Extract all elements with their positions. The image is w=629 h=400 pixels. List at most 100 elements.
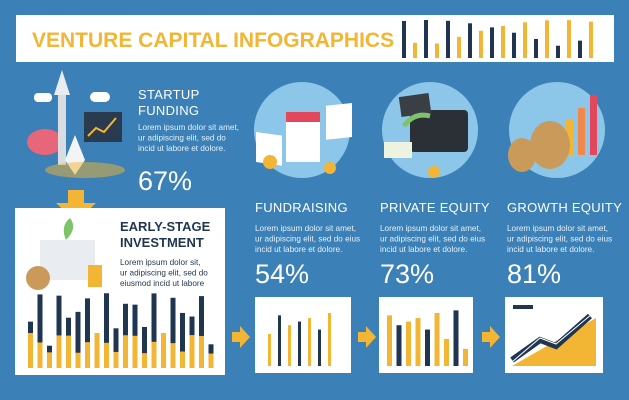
decor-bar: [415, 318, 421, 366]
decor-bar: [298, 321, 301, 366]
decor-bar: [328, 313, 331, 366]
section-text: Lorem ipsum dolor sit amet, ur adipiscing…: [380, 224, 485, 254]
decor-bar: [479, 30, 483, 58]
growth-chart: [510, 305, 596, 366]
decor-bar: [132, 335, 138, 368]
decor-bar: [434, 313, 440, 366]
decor-bar: [47, 352, 52, 368]
section-text: Lorem ipsum dolor sit, ur adipiscing elit…: [120, 258, 208, 288]
text-line: ur adipiscing elit, sed do eius: [507, 235, 612, 244]
decor-bar: [170, 297, 176, 368]
arrow-right: [482, 326, 500, 348]
text-line: ur adipiscing elit, sed do: [138, 134, 226, 143]
decor-bar: [142, 326, 147, 368]
decor-bar: [413, 42, 417, 58]
decor-bar: [288, 325, 291, 366]
header-bars: [402, 20, 593, 58]
section-percent: 54%: [255, 259, 309, 289]
decor-bar: [170, 343, 176, 368]
section-title: STARTUP FUNDING: [138, 87, 200, 118]
decor-bar: [161, 333, 166, 368]
decor-bar: [56, 295, 62, 368]
title-line: EARLY-STAGE: [120, 219, 211, 234]
decor-bar: [208, 353, 214, 368]
early-bars: [28, 293, 214, 368]
decor-bar: [468, 23, 472, 58]
text-line: incid ut labore et dolore.: [380, 245, 467, 254]
section-title: EARLY-STAGE INVESTMENT: [120, 219, 211, 250]
section-text: Lorem ipsum dolor sit amet, ur adipiscing…: [507, 224, 612, 254]
fundraising-bars: [268, 313, 331, 366]
text-line: ur adipiscing elit, sed do: [120, 269, 208, 278]
text-line: Lorem ipsum dolor sit,: [120, 258, 201, 267]
startup-illustration: [27, 70, 125, 178]
decor-bar: [396, 325, 402, 366]
section-text: Lorem ipsum dolor sit amet, ur adipiscing…: [255, 224, 360, 254]
section-title: FUNDRAISING: [255, 200, 348, 215]
decor-bar: [501, 25, 505, 58]
text-line: incid ut labore et dolore.: [255, 245, 342, 254]
decor-bar: [268, 333, 271, 366]
decor-bar: [85, 298, 90, 368]
decor-bar: [534, 38, 538, 58]
decor-bar: [453, 310, 459, 366]
title-line: STARTUP: [138, 87, 200, 102]
decor-bar: [444, 338, 449, 366]
decor-bar: [523, 22, 527, 58]
decor-bar: [278, 315, 281, 366]
decor-bar: [424, 20, 428, 58]
decor-bar: [406, 321, 411, 366]
decor-bar: [37, 294, 43, 368]
decor-bar: [589, 21, 593, 58]
decor-bar: [578, 40, 582, 58]
decor-bar: [199, 296, 204, 368]
arrow-right: [232, 326, 250, 348]
decor-bar: [402, 20, 406, 58]
decor-bar: [142, 353, 147, 368]
decor-bar: [85, 342, 90, 368]
decor-bar: [180, 351, 185, 368]
arrow-right: [358, 326, 376, 348]
growth-equity-illustration: [508, 95, 597, 172]
title-line: FUNDING: [138, 103, 199, 118]
decor-bar: [113, 328, 119, 368]
decor-bar: [425, 329, 430, 366]
decor-bar: [56, 335, 62, 368]
decor-bar: [75, 311, 81, 368]
decor-bar: [104, 293, 109, 368]
decor-bar: [490, 27, 494, 58]
decor-bar: [556, 45, 560, 58]
private-equity-illustration: [384, 93, 468, 178]
decor-bar: [151, 341, 157, 368]
text-line: Lorem ipsum dolor sit amet,: [380, 224, 481, 233]
section-percent: 73%: [380, 259, 434, 289]
private-equity-bars: [387, 310, 468, 366]
text-line: Lorem ipsum dolor sit amet,: [507, 224, 608, 233]
decor-bar: [37, 342, 43, 368]
decor-bar: [387, 315, 392, 366]
text-line: incid ut labore et dolore.: [507, 245, 594, 254]
decor-bar: [199, 335, 204, 368]
text-line: ur adipiscing elit, sed do eius: [380, 235, 485, 244]
decor-bar: [318, 329, 321, 366]
decor-bar: [75, 352, 81, 368]
decor-bar: [446, 20, 450, 58]
header-title: VENTURE CAPITAL INFOGRAPHICS: [32, 29, 394, 52]
text-line: ur adipiscing elit, sed do eius: [255, 235, 360, 244]
decor-bar: [113, 351, 119, 368]
title-line: INVESTMENT: [120, 235, 204, 250]
decor-bar: [189, 335, 195, 368]
decor-bar: [28, 333, 33, 368]
decor-bar: [94, 333, 100, 368]
section-title: PRIVATE EQUITY: [380, 200, 490, 215]
text-line: incid ut labore et dolore.: [138, 144, 225, 153]
section-title: GROWTH EQUITY: [507, 200, 622, 215]
decor-bar: [545, 20, 549, 58]
decor-bar: [567, 20, 571, 58]
section-text: Lorem ipsum dolor sit amet, ur adipiscing…: [138, 123, 239, 153]
decor-bar: [308, 318, 311, 366]
decor-bar: [512, 32, 516, 58]
decor-bar: [463, 348, 468, 366]
text-line: Lorem ipsum dolor sit amet,: [138, 123, 239, 132]
